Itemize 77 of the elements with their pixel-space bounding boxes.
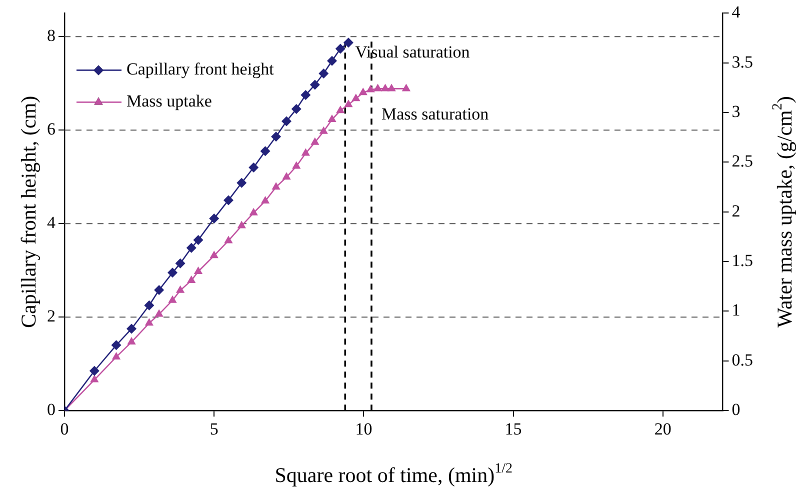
y2-tick-label: 4 xyxy=(732,2,741,22)
legend-label: Mass uptake xyxy=(126,92,212,111)
x-tick-label: 15 xyxy=(504,419,522,438)
y2-tick-label: 2 xyxy=(732,201,740,220)
y-tick-label: 2 xyxy=(47,306,56,326)
point xyxy=(271,132,282,142)
point xyxy=(260,146,270,156)
point xyxy=(358,88,368,96)
point xyxy=(168,295,177,303)
point xyxy=(319,126,328,134)
ref-line-label: Visual saturation xyxy=(355,42,470,62)
legend-label: Capillary front height xyxy=(126,60,274,79)
point xyxy=(111,340,122,350)
x-tick-label: 20 xyxy=(654,419,672,438)
point xyxy=(344,100,353,108)
x-tick-label: 5 xyxy=(210,419,218,438)
y2-tick-label: 3.5 xyxy=(732,52,753,72)
point xyxy=(126,324,137,334)
y2-tick-label: 3 xyxy=(732,102,740,122)
point xyxy=(210,250,218,258)
point xyxy=(336,106,345,114)
point xyxy=(318,68,329,79)
point xyxy=(249,208,258,216)
x-tick-label: 0 xyxy=(60,419,69,438)
point xyxy=(144,300,154,310)
point xyxy=(224,236,233,244)
point xyxy=(144,318,154,326)
point xyxy=(326,56,337,66)
point xyxy=(154,309,164,317)
point xyxy=(366,84,375,92)
point xyxy=(310,80,320,90)
point xyxy=(328,114,336,122)
point xyxy=(335,44,346,54)
point xyxy=(127,337,136,345)
point xyxy=(176,285,185,293)
y-tick-label: 0 xyxy=(47,400,56,420)
point xyxy=(272,182,280,190)
point xyxy=(186,242,196,253)
point xyxy=(193,234,204,245)
point xyxy=(187,275,196,283)
point xyxy=(154,284,164,295)
y2-tick-label: 2.5 xyxy=(732,152,753,171)
point xyxy=(90,374,99,382)
point xyxy=(300,90,311,100)
point xyxy=(175,258,186,268)
point xyxy=(237,220,246,228)
y2-tick-label: 1.5 xyxy=(732,251,753,270)
point xyxy=(89,366,100,376)
point xyxy=(310,137,320,145)
point xyxy=(373,84,382,92)
point xyxy=(282,116,292,126)
point xyxy=(301,148,310,156)
point xyxy=(209,213,220,224)
point xyxy=(223,195,234,206)
y2-axis-title: Water mass uptake, (g/cm2) xyxy=(770,96,797,328)
y2-tick-label: 1 xyxy=(732,300,740,320)
point xyxy=(343,38,354,48)
y-tick-label: 4 xyxy=(47,213,56,232)
y-tick-label: 6 xyxy=(47,120,56,139)
point xyxy=(168,268,178,278)
point xyxy=(112,352,121,360)
x-tick-label: 10 xyxy=(355,419,372,438)
y2-tick-label: 0 xyxy=(732,400,740,420)
point xyxy=(402,84,411,92)
point xyxy=(352,94,360,102)
ref-line-label: Mass saturation xyxy=(381,104,490,124)
point xyxy=(236,178,247,188)
point xyxy=(282,172,291,180)
point xyxy=(248,162,259,172)
point xyxy=(194,266,203,274)
point xyxy=(291,104,302,114)
point xyxy=(387,84,396,92)
y-tick-label: 8 xyxy=(47,26,56,46)
y-axis-title: Capillary front height, (cm) xyxy=(16,96,41,328)
y2-tick-label: 0.5 xyxy=(732,350,753,370)
point xyxy=(292,161,301,169)
point xyxy=(260,196,270,204)
